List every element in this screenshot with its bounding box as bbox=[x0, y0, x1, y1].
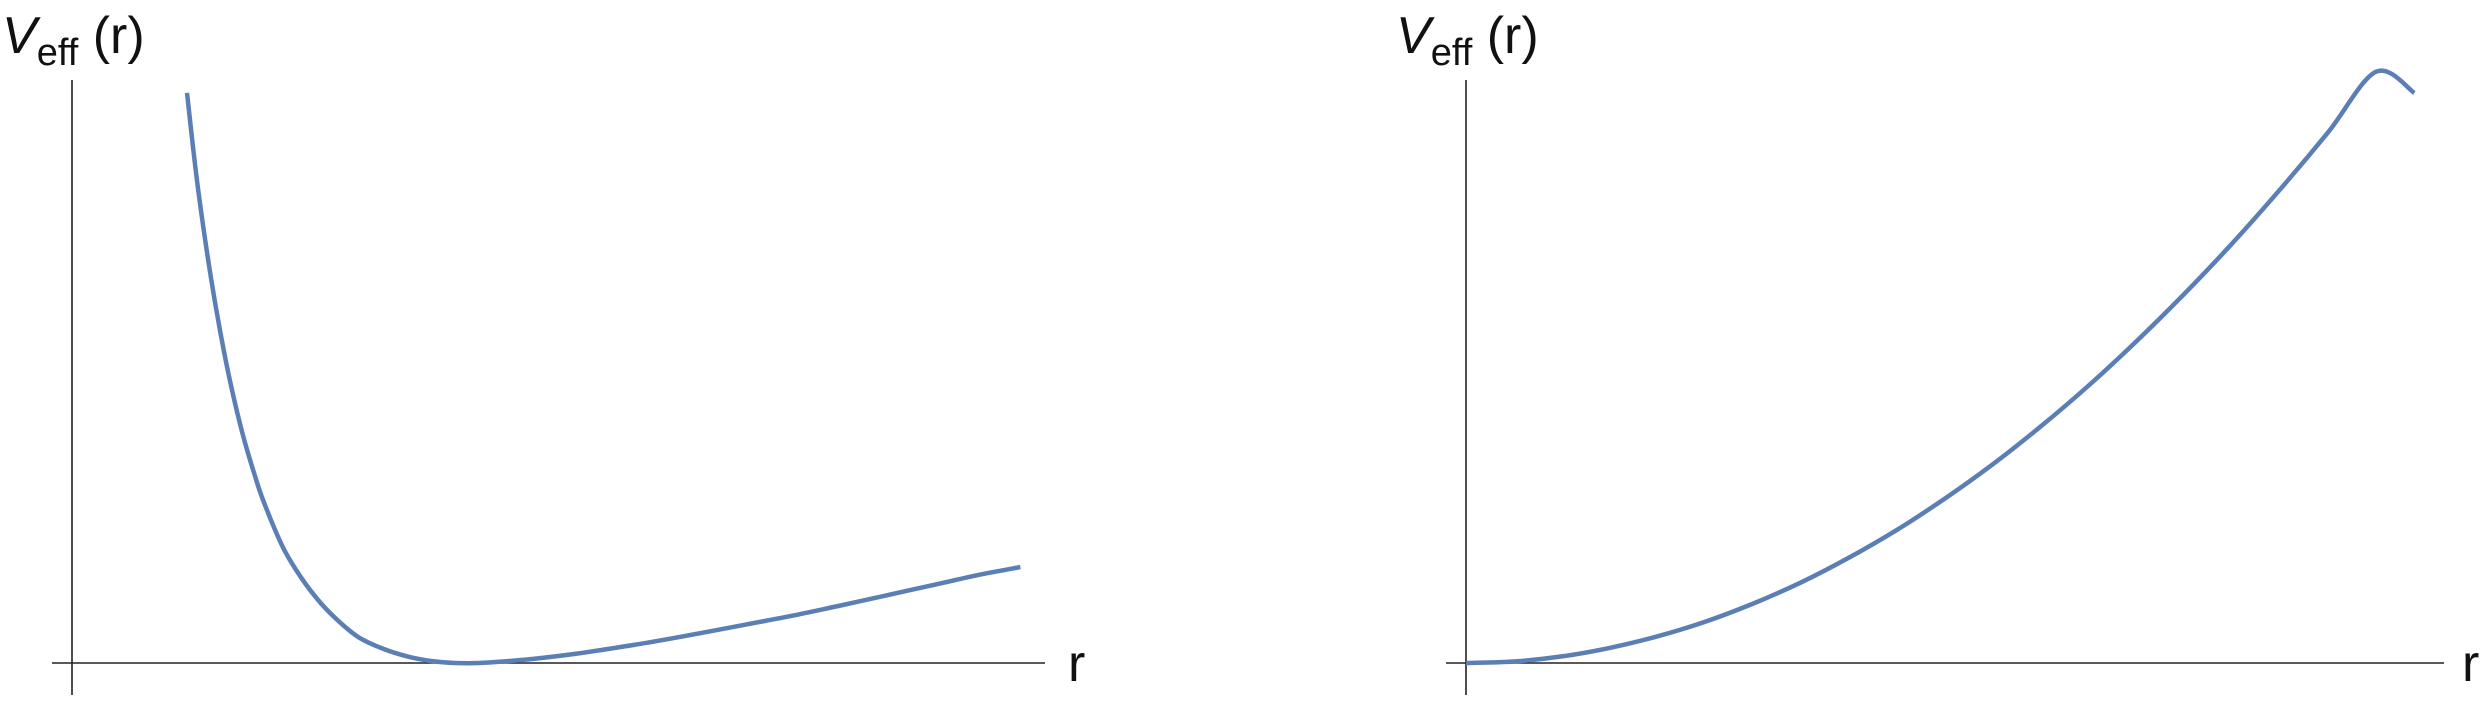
chart-right-plot bbox=[1446, 68, 2444, 695]
series-line-0 bbox=[1465, 68, 2416, 666]
chart-right: Veff (r) r bbox=[1244, 0, 2488, 701]
y-axis-label-subscript: eff bbox=[1430, 32, 1473, 74]
series-line-0 bbox=[184, 92, 1021, 666]
y-axis-label: Veff (r) bbox=[2, 7, 145, 72]
chart-left-plot bbox=[52, 80, 1045, 695]
x-axis-label: r bbox=[1068, 635, 1086, 693]
chart-left: Veff (r) r bbox=[0, 0, 1244, 701]
y-axis-label-subscript: eff bbox=[36, 32, 79, 74]
y-axis-label: Veff (r) bbox=[1396, 7, 1539, 72]
y-axis-label-argument: (r) bbox=[1486, 7, 1539, 65]
y-axis-label-symbol: V bbox=[1396, 7, 1431, 65]
y-axis-label-symbol: V bbox=[2, 7, 37, 65]
y-axis-label-argument: (r) bbox=[92, 7, 145, 65]
x-axis-label: r bbox=[2462, 635, 2480, 693]
